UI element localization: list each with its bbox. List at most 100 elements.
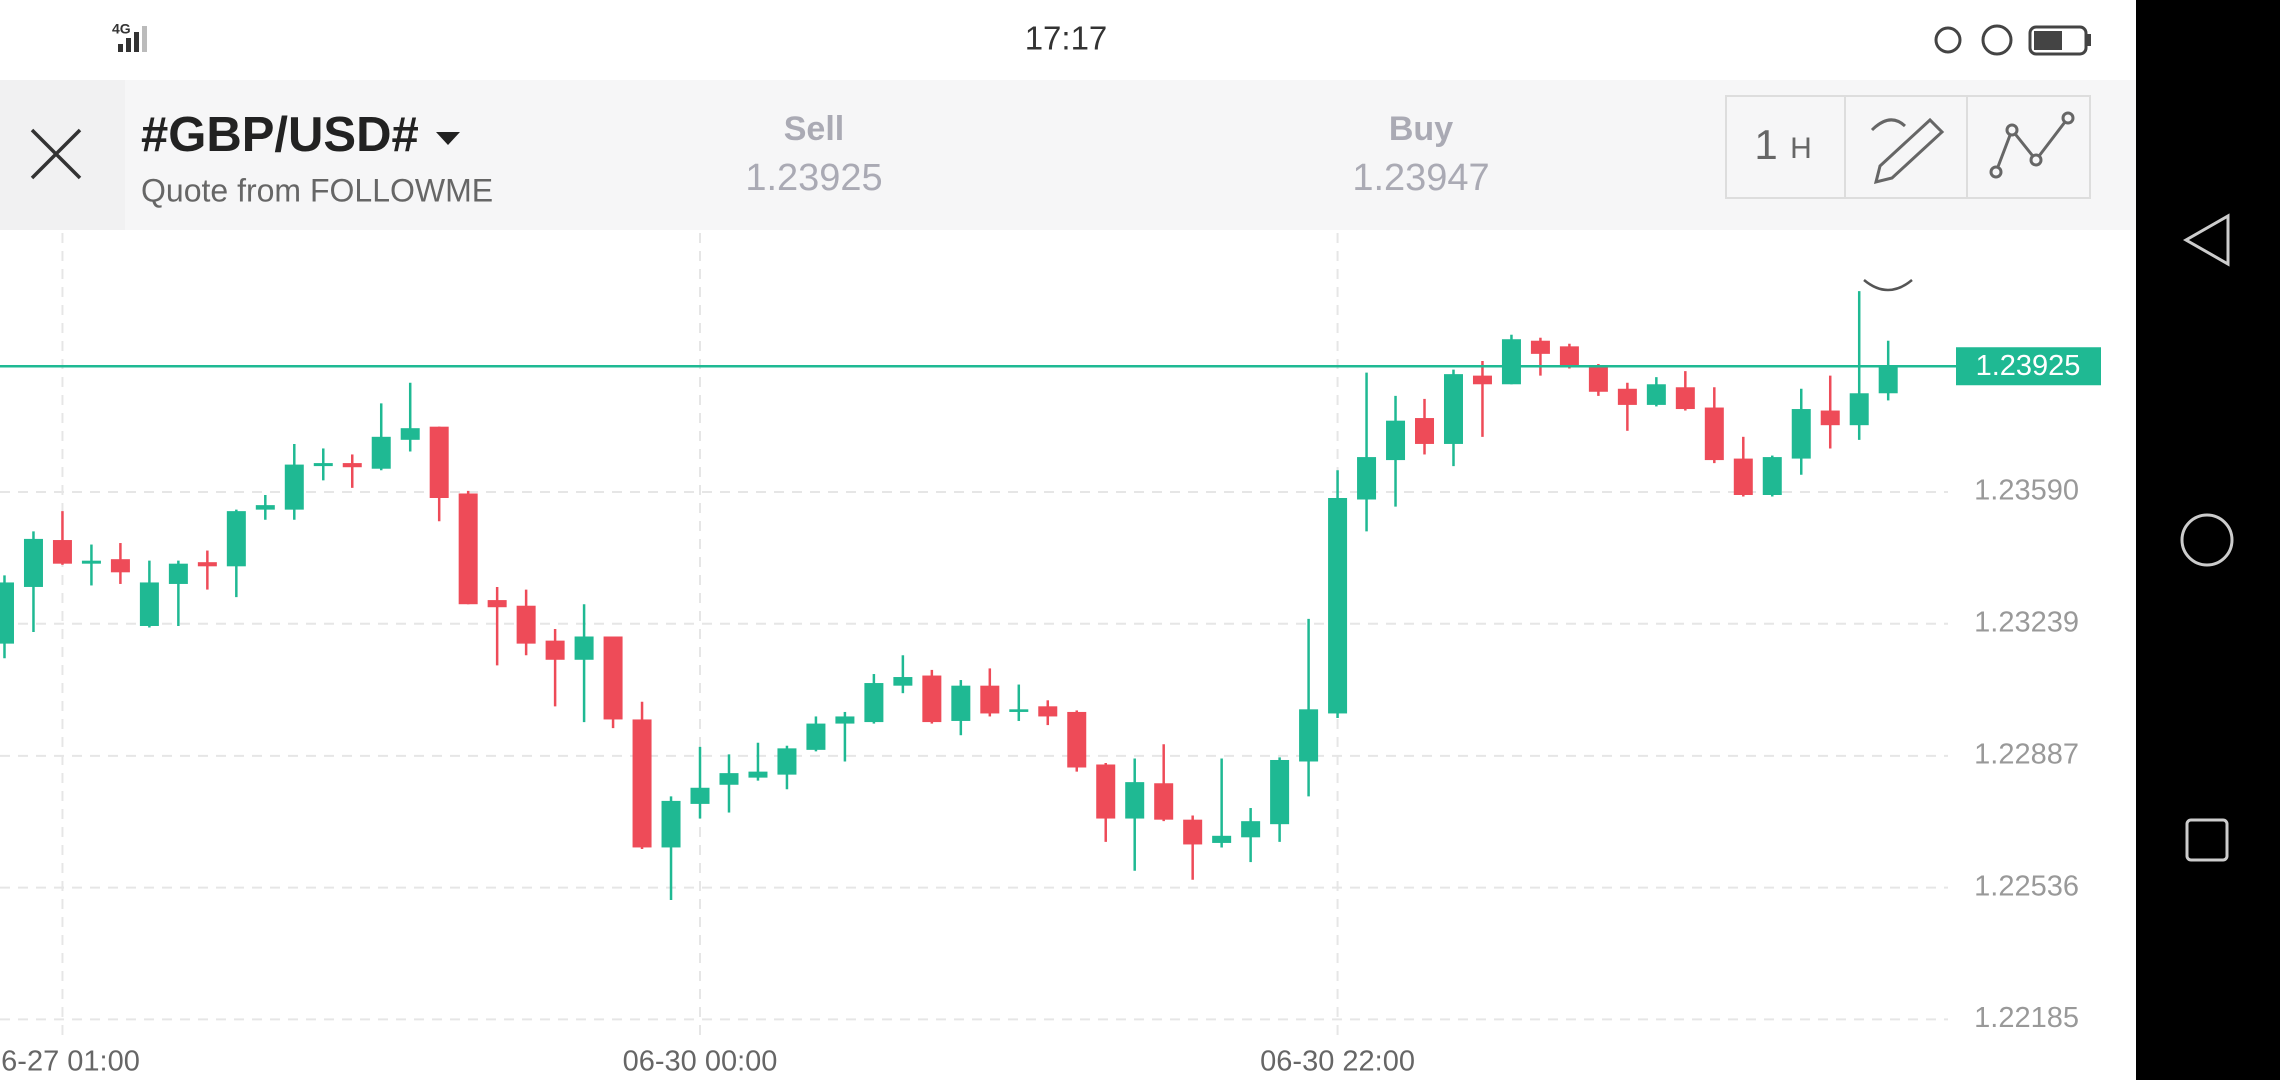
candle-body	[81, 560, 101, 564]
lock-icon	[1981, 24, 2013, 56]
candle-body	[0, 582, 14, 644]
back-button[interactable]	[2182, 213, 2230, 267]
candle-body	[1820, 410, 1840, 426]
network-label: 4G	[112, 21, 131, 37]
eye-icon[interactable]	[1863, 279, 1913, 292]
candle-body	[139, 582, 159, 626]
candle-body	[1067, 711, 1087, 768]
candle-body	[1357, 457, 1377, 500]
signal-bar	[126, 38, 131, 52]
candle-body	[1038, 706, 1058, 717]
navigation-bar	[2136, 0, 2280, 1080]
candle-body	[284, 464, 304, 510]
candle-body	[1154, 783, 1174, 820]
buy-label[interactable]: Buy	[1389, 110, 1453, 148]
y-tick-label: 1.23590	[1974, 475, 2079, 507]
y-tick-label: 1.22185	[1974, 1002, 2079, 1034]
candle-body	[1733, 458, 1753, 495]
home-button[interactable]	[2180, 513, 2234, 567]
candle-body	[1096, 764, 1116, 819]
candle-body	[429, 426, 449, 498]
dropdown-arrow[interactable]	[436, 132, 460, 145]
recents-button[interactable]	[2185, 818, 2229, 862]
candle-body	[748, 771, 768, 778]
indicator-node	[2005, 123, 2019, 137]
candle-body	[1415, 418, 1435, 444]
sell-price[interactable]: 1.23925	[745, 157, 882, 199]
signal-bar	[134, 32, 139, 52]
candle-body	[1472, 375, 1492, 385]
candle-body	[197, 562, 217, 567]
battery-tip	[2087, 34, 2091, 46]
candles	[0, 291, 1898, 900]
candle-body	[52, 540, 72, 564]
candle-body	[400, 428, 420, 440]
clock: 17:17	[1025, 20, 1108, 57]
sell-label[interactable]: Sell	[784, 110, 844, 148]
candle-body	[545, 640, 565, 660]
candle-body	[168, 563, 188, 584]
candle-body	[1617, 388, 1637, 405]
candle-body	[487, 600, 507, 608]
close-area[interactable]	[0, 80, 125, 230]
symbol[interactable]: #GBP/USD#	[141, 108, 419, 162]
y-tick-label: 1.23239	[1974, 606, 2079, 638]
candle-body	[1212, 835, 1232, 843]
candle-body	[1530, 340, 1550, 354]
candle-body	[1270, 759, 1290, 825]
indicator-node	[1989, 165, 2003, 179]
candle-body	[516, 605, 536, 644]
candle-body	[1791, 409, 1811, 459]
candle-body	[661, 800, 681, 848]
y-tick-label: 1.22887	[1974, 739, 2079, 771]
candle-body	[1675, 387, 1695, 410]
candle-body	[1241, 821, 1261, 838]
candle-body	[1009, 709, 1029, 712]
close-icon[interactable]	[30, 128, 82, 180]
quote-source: Quote from FOLLOWME	[141, 172, 493, 208]
candle-body	[690, 787, 710, 804]
candle-body	[574, 636, 594, 660]
price-tag	[1956, 347, 2101, 386]
candle-body	[313, 463, 333, 467]
buy-price[interactable]: 1.23947	[1352, 157, 1489, 199]
candle-body	[1588, 366, 1608, 392]
y-tick-label: 1.22536	[1974, 870, 2079, 902]
candle-body	[835, 716, 855, 724]
candle-body	[1704, 407, 1724, 461]
interval-unit[interactable]: H	[1790, 132, 1812, 165]
candle-body	[806, 723, 826, 750]
candle-body	[1646, 384, 1666, 405]
candle-body	[719, 773, 739, 785]
candle-body	[1501, 339, 1521, 385]
candle-body	[1849, 393, 1869, 426]
x-tick-label: 06-30 00:00	[623, 1046, 778, 1078]
interval-number[interactable]: 1	[1754, 121, 1777, 168]
candle-body	[110, 559, 130, 573]
candle-body	[777, 748, 797, 775]
price-tag-label: 1.23925	[1976, 350, 2081, 382]
candle-body	[922, 675, 942, 723]
battery-level	[2034, 31, 2062, 50]
indicator-icon[interactable]	[1994, 117, 2070, 173]
candle-body	[1125, 782, 1145, 819]
candle-body	[1878, 366, 1898, 394]
candle-body	[632, 719, 652, 848]
draw-tool-icon[interactable]	[1870, 117, 1945, 185]
vibrate-icon	[1934, 26, 1962, 54]
status-bar: 4G 17:17	[112, 20, 2091, 57]
candle-body	[1183, 819, 1203, 845]
candle-body	[951, 685, 971, 721]
candle-body	[603, 636, 623, 720]
candle-body	[342, 463, 362, 468]
x-tick-label: 06-27 01:00	[0, 1046, 140, 1078]
candle-body	[1762, 457, 1782, 495]
candle-body	[1299, 709, 1319, 762]
indicator-node	[2029, 153, 2043, 167]
indicator-node	[2061, 111, 2075, 125]
candle-body	[1328, 497, 1348, 714]
candle-body	[893, 677, 913, 686]
x-tick-label: 06-30 22:00	[1260, 1046, 1415, 1078]
